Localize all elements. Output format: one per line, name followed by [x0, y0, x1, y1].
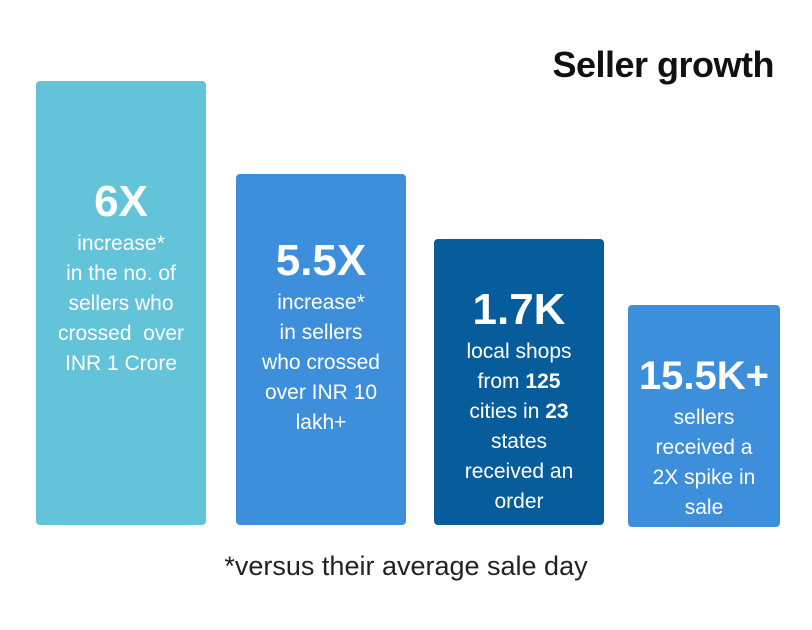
- bar-6x: 6X increase* in the no. of sellers who c…: [36, 81, 206, 525]
- bar-value-label: 5.5X: [275, 236, 367, 285]
- description-line: states: [490, 430, 547, 453]
- description-line: crossed over: [57, 322, 185, 345]
- description-line: 2X spike in: [652, 466, 756, 489]
- bar-description: increase* in sellers who crossed over IN…: [262, 288, 380, 438]
- description-line: received an: [464, 460, 574, 483]
- description-line: lakh+: [295, 411, 347, 434]
- footnote: *versus their average sale day: [224, 551, 588, 581]
- bar-5-5x: 5.5X increase* in sellers who crossed ov…: [236, 174, 406, 525]
- description-line: from 125: [477, 370, 561, 393]
- description-line: sellers: [673, 406, 735, 429]
- bar-15-5k: 15.5K+ sellers received a 2X spike in sa…: [628, 305, 780, 527]
- description-line: in sellers: [279, 321, 363, 344]
- description-line: INR 1 Crore: [64, 352, 178, 375]
- bar-description: increase* in the no. of sellers who cros…: [58, 229, 184, 379]
- bar-description: sellers received a 2X spike in sale: [653, 403, 756, 523]
- bar-value-label: 1.7K: [472, 285, 566, 334]
- bar-value-label: 6X: [94, 177, 148, 226]
- description-line: increase*: [77, 232, 165, 255]
- description-line: in the no. of: [66, 262, 176, 285]
- description-line: order: [494, 490, 544, 513]
- description-line: local shops: [466, 340, 572, 363]
- chart-title: Seller growth: [552, 44, 774, 85]
- description-line: sellers who: [68, 292, 174, 315]
- bar-description: local shops from 125 cities in 23 states…: [465, 337, 574, 517]
- description-line: who crossed: [262, 351, 380, 374]
- description-line: sale: [684, 496, 724, 519]
- bar-1-7k: 1.7K local shops from 125 cities in 23 s…: [434, 239, 604, 525]
- description-line: over INR 10: [264, 381, 378, 404]
- bar-value-label: 15.5K+: [638, 354, 770, 398]
- description-line: cities in 23: [469, 400, 569, 423]
- description-line: increase*: [277, 291, 365, 314]
- description-line: received a: [655, 436, 753, 459]
